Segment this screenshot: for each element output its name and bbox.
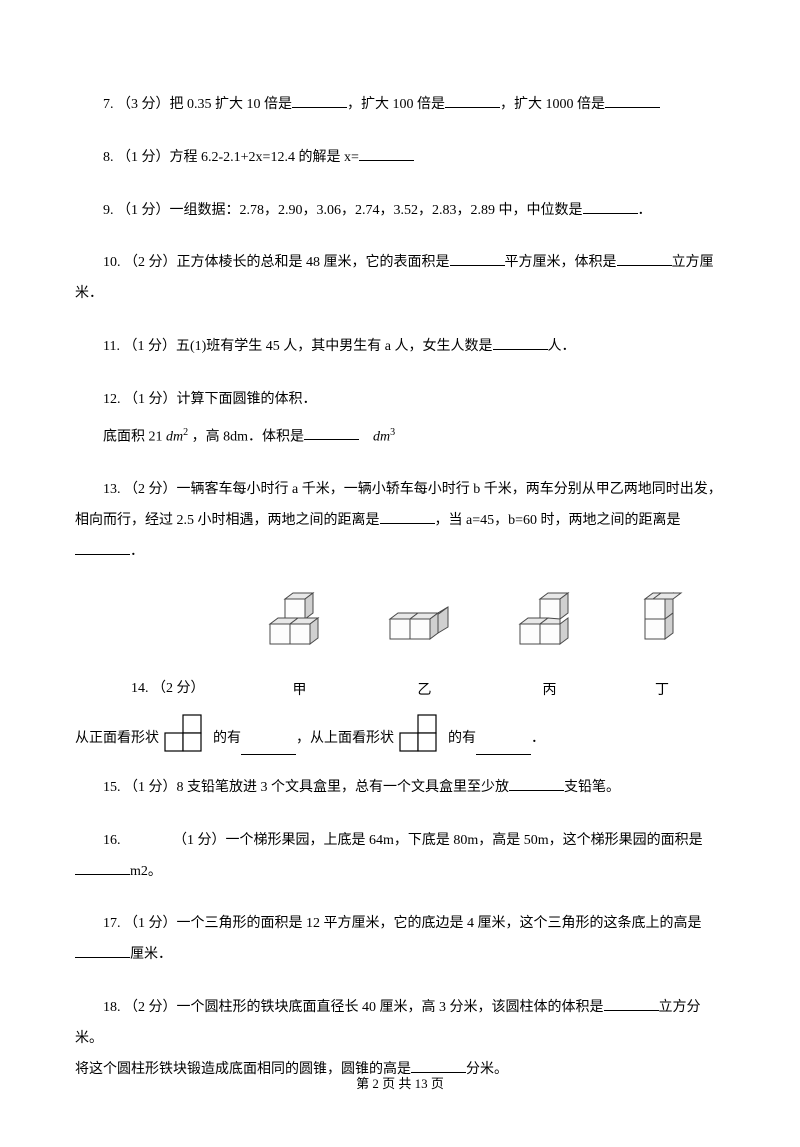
cube-group-jia: 甲: [265, 589, 335, 707]
q15-p2: 支铅笔。: [564, 780, 620, 795]
q12-text-2b: ，高 8dm．体积是: [188, 429, 304, 444]
q13-p1: 13. （2 分）一辆客车每小时行 a 千米，一辆小轿车每小时行 b 千米，两车…: [75, 475, 722, 506]
q15-p1: 15. （1 分）8 支铅笔放进 3 个文具盒里，总有一个文具盒里至少放: [103, 780, 509, 795]
q14-l2a: 从正面看形状: [75, 724, 159, 755]
q14-blank-2: [476, 741, 531, 755]
q12-text-2a: 底面积 21: [103, 429, 166, 444]
q13-blank-2: [75, 541, 130, 555]
q10-text-3: 立方厘: [672, 255, 714, 270]
question-16: 16. （1 分）一个梯形果园，上底是 64m，下底是 80m，高是 50m，这…: [75, 826, 725, 888]
question-9: 9. （1 分）一组数据：2.78，2.90，3.06，2.74，3.52，2.…: [75, 196, 725, 227]
q8-blank: [359, 147, 414, 161]
q11-text: 11. （1 分）五(1)班有学生 45 人，其中男生有 a 人，女生人数是: [103, 339, 493, 354]
q10-text-2: 平方厘米，体积是: [505, 255, 617, 270]
q13-blank-1: [380, 510, 435, 524]
q15-blank: [509, 777, 564, 791]
q13-p4: ．: [130, 544, 144, 559]
page-footer: 第 2 页 共 13 页: [0, 1073, 800, 1092]
q10-blank-1: [450, 252, 505, 266]
q7-text-1: 7. （3 分）把 0.35 扩大 10 倍是: [103, 97, 292, 112]
q7-blank-1: [292, 94, 347, 108]
cube-group-yi: 乙: [385, 599, 465, 707]
q12-sup2: 3: [390, 427, 395, 438]
q11-blank: [493, 336, 548, 350]
shape-front-icon: [161, 713, 211, 755]
q8-text: 8. （1 分）方程 6.2-2.1+2x=12.4 的解是 x=: [103, 150, 359, 165]
q12-blank: [304, 426, 359, 440]
question-15: 15. （1 分）8 支铅笔放进 3 个文具盒里，总有一个文具盒里至少放 支铅笔。: [75, 773, 725, 804]
q7-blank-2: [445, 94, 500, 108]
question-8: 8. （1 分）方程 6.2-2.1+2x=12.4 的解是 x=: [75, 143, 725, 174]
q9-blank: [583, 200, 638, 214]
q12-line2: 底面积 21 dm2 ，高 8dm．体积是 dm3: [75, 422, 725, 453]
question-12: 12. （1 分）计算下面圆锥的体积． 底面积 21 dm2 ，高 8dm．体积…: [75, 385, 725, 453]
cube-label-ding: 丁: [635, 676, 690, 707]
q7-text-3: ，扩大 1000 倍是: [500, 97, 605, 112]
q14-blank-1: [241, 741, 296, 755]
question-11: 11. （1 分）五(1)班有学生 45 人，其中男生有 a 人，女生人数是 人．: [75, 332, 725, 363]
q12-line1: 12. （1 分）计算下面圆锥的体积．: [75, 385, 725, 416]
q14-l2e: ．: [531, 724, 545, 755]
cube-yi-icon: [385, 599, 465, 659]
q16-p2: m2。: [130, 864, 162, 879]
question-13: 13. （2 分）一辆客车每小时行 a 千米，一辆小轿车每小时行 b 千米，两车…: [75, 475, 725, 567]
cube-bing-icon: [515, 589, 585, 659]
q18-blank-2: [411, 1059, 466, 1073]
q17-blank: [75, 944, 130, 958]
cube-group-ding: 丁: [635, 589, 690, 707]
q12-unit1: dm: [166, 429, 183, 444]
q13-p3: ，当 a=45，b=60 时，两地之间的距离是: [435, 513, 681, 528]
q7-blank-3: [605, 94, 660, 108]
q16-blank: [75, 861, 130, 875]
q17-p1: 17. （1 分）一个三角形的面积是 12 平方厘米，它的底边是 4 厘米，这个…: [75, 909, 702, 940]
q17-p2: 厘米．: [130, 947, 172, 962]
q18-blank-1: [604, 997, 659, 1011]
q10-text-1: 10. （2 分）正方体棱长的总和是 48 厘米，它的表面积是: [75, 248, 450, 279]
question-17: 17. （1 分）一个三角形的面积是 12 平方厘米，它的底边是 4 厘米，这个…: [75, 909, 725, 971]
cube-group-bing: 丙: [515, 589, 585, 707]
q12-unit2: dm: [373, 429, 390, 444]
q13-p2: 相向而行，经过 2.5 小时相遇，两地之间的距离是: [75, 513, 380, 528]
question-10: 10. （2 分）正方体棱长的总和是 48 厘米，它的表面积是 平方厘米，体积是 立…: [75, 248, 725, 310]
q14-l2b: 的有: [213, 724, 241, 755]
q9-suffix: ．: [638, 203, 652, 218]
q14-l2c: ，从上面看形状: [296, 724, 394, 755]
q10-text-4: 米．: [75, 286, 103, 301]
q14-l2d: 的有: [448, 724, 476, 755]
q14-line2: 从正面看形状 的有 ，从上面看形状 的有 ．: [75, 713, 725, 755]
q14-prefix: 14. （2 分）: [103, 674, 205, 705]
question-18: 18. （2 分）一个圆柱形的铁块底面直径长 40 厘米，高 3 分米，该圆柱体…: [75, 993, 725, 1085]
cube-ding-icon: [635, 589, 690, 659]
cube-label-yi: 乙: [385, 676, 465, 707]
page-content: 7. （3 分）把 0.35 扩大 10 倍是 ，扩大 100 倍是 ，扩大 100…: [0, 0, 800, 1147]
question-7: 7. （3 分）把 0.35 扩大 10 倍是 ，扩大 100 倍是 ，扩大 100…: [75, 90, 725, 121]
q7-text-2: ，扩大 100 倍是: [347, 97, 445, 112]
q10-blank-2: [617, 252, 672, 266]
cube-jia-icon: [265, 589, 335, 659]
q18-p1: 18. （2 分）一个圆柱形的铁块底面直径长 40 厘米，高 3 分米，该圆柱体…: [75, 993, 604, 1024]
cube-label-bing: 丙: [515, 676, 585, 707]
shape-top-icon: [396, 713, 446, 755]
cube-label-jia: 甲: [265, 676, 335, 707]
q16-p1: 16. （1 分）一个梯形果园，上底是 64m，下底是 80m，高是 50m，这…: [75, 826, 703, 857]
q9-text: 9. （1 分）一组数据：2.78，2.90，3.06，2.74，3.52，2.…: [103, 203, 583, 218]
question-14: 14. （2 分） 甲: [75, 589, 725, 755]
q11-suffix: 人．: [548, 339, 576, 354]
